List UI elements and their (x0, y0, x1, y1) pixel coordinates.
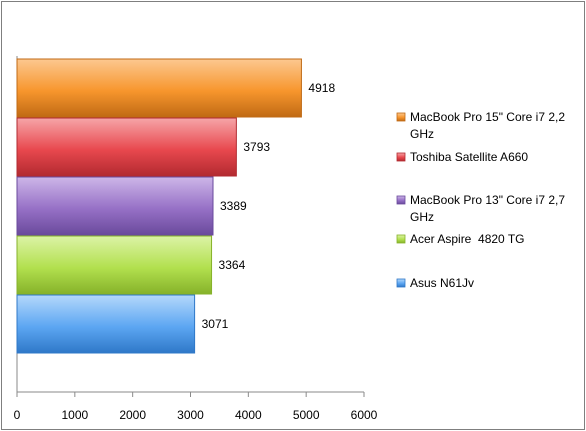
x-tick-label: 5000 (293, 408, 320, 422)
legend-item: MacBook Pro 13" Core i7 2,7 GHz (396, 193, 565, 224)
data-labels: 4918 3793 3389 3364 3071 (202, 81, 336, 331)
x-tick-label: 1000 (61, 408, 88, 422)
bars (16, 58, 302, 354)
legend-item: Asus N61Jv (396, 276, 474, 290)
data-label: 3364 (219, 258, 246, 272)
x-axis-ticks: 0 1000 2000 3000 4000 5000 6000 (14, 392, 378, 422)
legend-swatch (396, 112, 406, 122)
legend-label: GHz (410, 210, 434, 224)
x-tick-label: 6000 (351, 408, 378, 422)
data-label: 3071 (202, 317, 229, 331)
legend-label: Toshiba Satellite A660 (410, 150, 528, 164)
data-label: 3793 (243, 140, 270, 154)
data-label: 4918 (308, 81, 335, 95)
x-tick-label: 2000 (119, 408, 146, 422)
legend-item: Acer Aspire 4820 TG (396, 232, 525, 246)
legend-label: Acer Aspire 4820 TG (410, 232, 525, 246)
legend-label: MacBook Pro 13" Core i7 2,7 (410, 193, 565, 207)
legend-item: MacBook Pro 15" Core i7 2,2 GHz (396, 110, 565, 141)
bar (16, 235, 213, 295)
x-tick-label: 4000 (235, 408, 262, 422)
bar (16, 117, 237, 177)
legend-swatch (396, 278, 406, 288)
plot-area: 0 1000 2000 3000 4000 5000 6000 4918 3793 3389 33… (14, 56, 378, 422)
legend-swatch (396, 152, 406, 162)
bar (16, 176, 214, 236)
bar (16, 294, 196, 354)
legend-label: MacBook Pro 15" Core i7 2,2 (410, 110, 565, 124)
legend-label: Asus N61Jv (410, 276, 474, 290)
x-tick-label: 3000 (177, 408, 204, 422)
legend-swatch (396, 195, 406, 205)
data-label: 3389 (220, 199, 247, 213)
x-tick-label: 0 (14, 408, 21, 422)
legend: MacBook Pro 15" Core i7 2,2 GHz Toshiba Sa… (396, 110, 565, 290)
legend-label: GHz (410, 127, 434, 141)
bar (16, 58, 302, 118)
legend-swatch (396, 234, 406, 244)
legend-item: Toshiba Satellite A660 (396, 150, 528, 164)
